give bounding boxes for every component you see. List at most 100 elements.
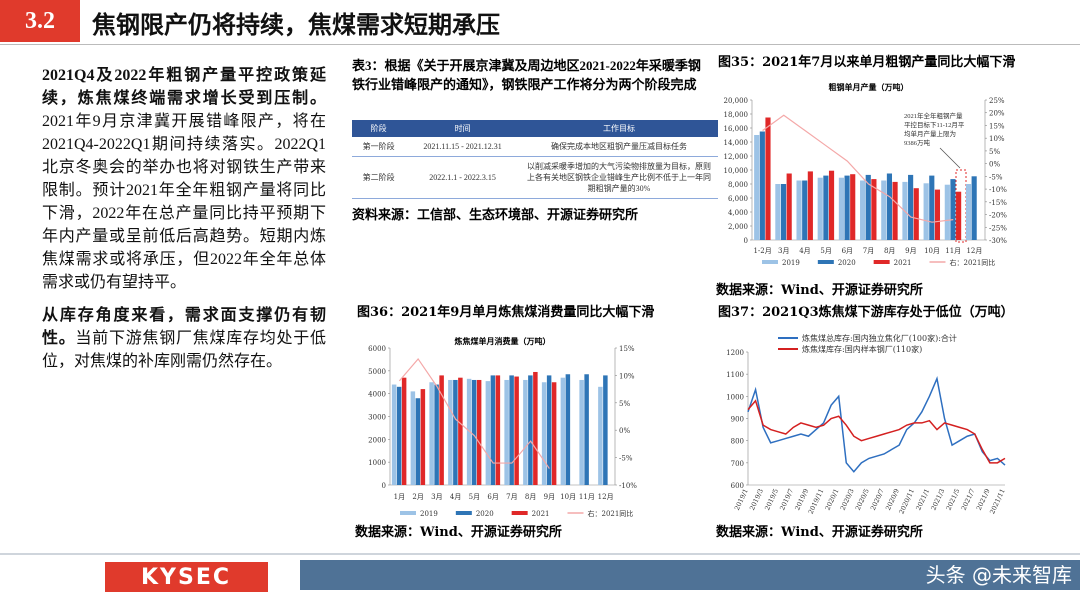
line xyxy=(747,399,1006,464)
paragraph: 从库存角度来看，需求面支撑仍有韧性。当前下游焦钢厂焦煤库存均处于低位，对焦煤的补… xyxy=(42,304,326,373)
bar xyxy=(775,184,781,240)
y2-tick-label: -5% xyxy=(989,173,1003,181)
bar xyxy=(533,371,538,485)
line xyxy=(398,357,550,469)
cell: 第二阶段 xyxy=(352,156,406,199)
bar xyxy=(471,379,477,485)
bar xyxy=(754,135,760,240)
chart-source: 数据来源：Wind、开源证券研究所 xyxy=(355,524,562,540)
x-tick-label: 11月 xyxy=(945,247,961,255)
y2-tick-label: 5% xyxy=(989,148,1000,156)
bar xyxy=(807,171,813,240)
line xyxy=(762,114,954,223)
annotation: 2021年全年粗钢产量平控目标下11-12月平均单月产量上限为9386万吨 xyxy=(904,113,965,147)
bar xyxy=(850,174,856,240)
y-tick-label: 2,000 xyxy=(728,223,748,231)
bar xyxy=(560,377,566,485)
bar xyxy=(504,379,509,485)
y-tick-label: 12,000 xyxy=(724,153,749,161)
x-tick-label: 2月 xyxy=(412,493,423,501)
x-tick-label: 1-2月 xyxy=(753,247,771,255)
y2-tick-label: -20% xyxy=(989,212,1007,220)
bar xyxy=(971,176,977,240)
header-rule xyxy=(0,44,1080,45)
x-tick-label: 6月 xyxy=(487,493,498,501)
bar xyxy=(523,379,528,485)
bar xyxy=(786,173,792,240)
bar xyxy=(410,391,416,485)
legend-swatch xyxy=(817,260,834,264)
y-tick-label: 700 xyxy=(731,460,744,468)
y-tick-label: 0 xyxy=(744,237,748,245)
slide-title: 焦钢限产仍将持续，焦煤需求短期承压 xyxy=(92,11,500,39)
bar xyxy=(759,131,765,240)
bar xyxy=(881,180,887,240)
legend-swatch xyxy=(873,260,890,264)
bar xyxy=(908,174,914,240)
y-tick-label: 10,000 xyxy=(724,167,749,175)
y2-tick-label: -25% xyxy=(989,224,1007,232)
section-number: 3.2 xyxy=(0,0,80,42)
x-tick-label: 10月 xyxy=(560,493,576,501)
bar xyxy=(476,379,482,485)
bar xyxy=(780,184,787,240)
bar xyxy=(551,382,557,485)
legend-label: 2021 xyxy=(532,510,550,518)
y-tick-label: 1000 xyxy=(726,393,744,401)
bar xyxy=(453,379,458,485)
y2-tick-label: -10% xyxy=(989,186,1007,194)
legend-swatch xyxy=(400,511,416,515)
bar xyxy=(950,179,956,240)
legend-swatch xyxy=(762,260,778,264)
y-tick-label: 1200 xyxy=(726,349,744,357)
x-tick-label: 7月 xyxy=(506,493,517,501)
bar xyxy=(817,177,823,240)
chart-title: 图37：2021Q3炼焦煤下游库存处于低位（万吨） xyxy=(718,304,1014,320)
legend-label: 2021 xyxy=(894,259,912,267)
x-tick-label: 9月 xyxy=(905,247,916,255)
y2-tick-label: -30% xyxy=(989,237,1007,245)
bar xyxy=(886,173,893,240)
bar xyxy=(934,189,941,240)
y-tick-label: 0 xyxy=(382,482,386,490)
y-tick-label: 3000 xyxy=(368,414,386,422)
bar xyxy=(466,378,472,485)
paragraph: 2021Q4及2022年粗钢产量平控政策延续，炼焦煤终端需求增长受到压制。 202… xyxy=(42,64,326,294)
x-tick-label: 8月 xyxy=(884,247,895,255)
y2-tick-label: -10% xyxy=(619,482,637,490)
watermark: 头条 @未来智库 xyxy=(926,563,1072,587)
legend-label: 右：2021同比 xyxy=(587,509,633,518)
bar xyxy=(923,183,929,240)
bar xyxy=(485,381,491,485)
bar xyxy=(579,379,584,485)
bar xyxy=(490,375,496,485)
y-tick-label: 18,000 xyxy=(724,111,749,119)
lead: 2021Q4及2022年粗钢产量平控政策延续，炼焦煤终端需求增长受到压制。 xyxy=(42,67,326,107)
y-tick-label: 6,000 xyxy=(728,195,748,203)
chart-title: 图35：2021年7月以来单月粗钢产量同比大幅下滑 xyxy=(718,54,1015,70)
bar xyxy=(458,377,463,485)
cell: 2021.11.15 - 2021.12.31 xyxy=(405,137,520,157)
bar xyxy=(584,374,589,485)
bar xyxy=(871,179,877,240)
bar xyxy=(802,180,808,240)
col-head: 阶段 xyxy=(352,120,406,137)
y-tick-label: 1000 xyxy=(368,459,386,467)
legend-swatch xyxy=(511,511,528,515)
y-tick-label: 8,000 xyxy=(728,181,748,189)
legend-swatch xyxy=(455,511,472,515)
text: 2021年9月京津冀开展错峰限产，将在2021Q4-2022Q1期间持续落实。2… xyxy=(42,113,326,291)
legend-label: 炼焦煤库存:国内样本钢厂(110家) xyxy=(802,344,922,354)
y-tick-label: 14,000 xyxy=(724,139,749,147)
bar xyxy=(823,175,829,240)
bar xyxy=(509,375,514,485)
y-tick-label: 4,000 xyxy=(728,209,748,217)
y2-tick-label: 0% xyxy=(619,427,630,435)
bar xyxy=(415,398,421,485)
bar xyxy=(844,175,850,240)
bar xyxy=(828,170,835,240)
legend-label: 2020 xyxy=(838,259,856,267)
bar xyxy=(796,180,802,240)
table: 阶段 时间 工作目标 第一阶段 2021.11.15 - 2021.12.31 确保完成… xyxy=(352,120,718,199)
bar xyxy=(565,374,571,485)
